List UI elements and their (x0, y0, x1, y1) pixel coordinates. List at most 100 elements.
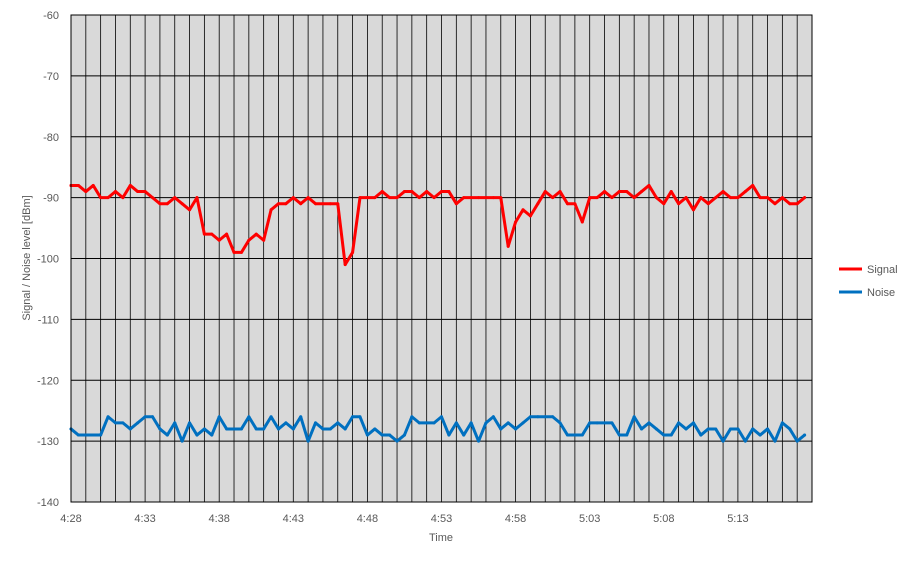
data-point (321, 202, 325, 206)
data-point (351, 415, 355, 419)
data-point (447, 433, 451, 437)
data-point (425, 190, 429, 194)
data-point (751, 183, 755, 187)
data-point (239, 250, 243, 254)
data-point (276, 427, 280, 431)
data-point (758, 433, 762, 437)
data-point (491, 415, 495, 419)
data-point (803, 433, 807, 437)
data-point (284, 421, 288, 425)
data-point (647, 183, 651, 187)
data-point (551, 196, 555, 200)
data-point (758, 196, 762, 200)
data-point (276, 202, 280, 206)
data-point (136, 190, 140, 194)
data-point (714, 427, 718, 431)
legend-label-noise: Noise (867, 287, 895, 299)
data-point (721, 439, 725, 443)
data-point (536, 415, 540, 419)
data-point (543, 190, 547, 194)
data-point (158, 427, 162, 431)
data-point (365, 433, 369, 437)
data-point (528, 415, 532, 419)
y-tick-label: -110 (38, 314, 59, 326)
series-signal (69, 183, 807, 267)
data-point (632, 196, 636, 200)
data-point (395, 196, 399, 200)
data-point (84, 190, 88, 194)
legend: Signal Noise (839, 264, 898, 299)
data-point (595, 196, 599, 200)
series-noise (69, 415, 807, 443)
data-point (410, 190, 414, 194)
data-point (232, 427, 236, 431)
y-tick-label: -60 (43, 10, 59, 22)
data-point (558, 190, 562, 194)
plot-border (70, 14, 813, 503)
data-point (380, 433, 384, 437)
data-point (766, 427, 770, 431)
x-tick-label: 4:48 (357, 513, 378, 525)
data-point (254, 427, 258, 431)
data-point (91, 433, 95, 437)
data-point (202, 232, 206, 236)
data-point (543, 415, 547, 419)
data-point (773, 202, 777, 206)
data-point (143, 415, 147, 419)
data-point (603, 190, 607, 194)
data-point (432, 421, 436, 425)
data-point (254, 232, 258, 236)
data-point (136, 421, 140, 425)
y-axis-title: Signal / Noise level [dBm] (21, 195, 33, 320)
data-point (803, 196, 807, 200)
data-point (217, 238, 221, 242)
data-point (551, 415, 555, 419)
data-point (521, 421, 525, 425)
data-point (469, 421, 473, 425)
data-point (121, 421, 125, 425)
data-point (336, 202, 340, 206)
data-point (380, 190, 384, 194)
data-point (99, 196, 103, 200)
data-point (684, 196, 688, 200)
data-point (269, 208, 273, 212)
data-series (69, 183, 807, 443)
data-point (180, 439, 184, 443)
data-point (588, 421, 592, 425)
series-line-noise (69, 415, 807, 443)
data-point (514, 427, 518, 431)
data-point (669, 433, 673, 437)
data-point (143, 190, 147, 194)
data-point (617, 433, 621, 437)
data-point (106, 415, 110, 419)
data-point (151, 415, 155, 419)
data-point (373, 427, 377, 431)
x-tick-label: 4:38 (208, 513, 229, 525)
data-point (506, 421, 510, 425)
data-point (121, 196, 125, 200)
data-point (706, 202, 710, 206)
data-point (388, 433, 392, 437)
data-point (506, 244, 510, 248)
y-tick-label: -80 (43, 132, 59, 144)
data-point (76, 183, 80, 187)
data-point (402, 190, 406, 194)
data-point (225, 427, 229, 431)
data-point (610, 421, 614, 425)
data-point (640, 190, 644, 194)
data-point (291, 427, 295, 431)
data-point (565, 433, 569, 437)
data-point (232, 250, 236, 254)
data-point (484, 421, 488, 425)
y-tick-label: -120 (37, 375, 59, 387)
data-point (365, 196, 369, 200)
data-point (736, 427, 740, 431)
data-point (247, 238, 251, 242)
data-point (565, 202, 569, 206)
x-tick-label: 5:08 (653, 513, 674, 525)
data-point (158, 202, 162, 206)
data-point (751, 427, 755, 431)
data-point (76, 433, 80, 437)
y-axis-tick-labels: -60 -70 -80 -90 -100 -110 -120 -130 -140 (37, 10, 59, 509)
data-point (788, 202, 792, 206)
